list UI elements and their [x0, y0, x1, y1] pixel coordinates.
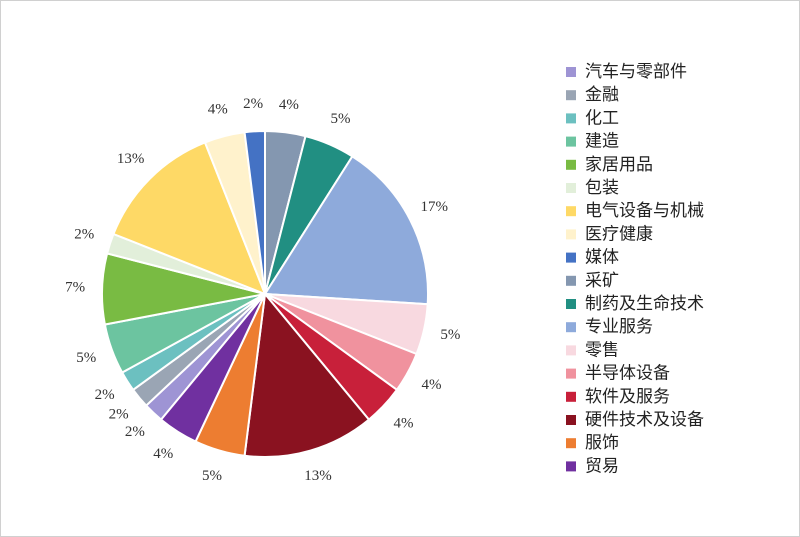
legend-label: 制药及生命技术	[585, 294, 704, 314]
legend-label: 电气设备与机械	[585, 201, 704, 221]
data-label: 5%	[202, 468, 222, 484]
pie: 2%2%2%5%7%2%13%4% 2% 4%5%17%5%4%4%13%5%4%	[65, 96, 460, 484]
data-label: 4%	[279, 97, 299, 113]
data-label: 2%	[125, 424, 145, 440]
data-label: 2%	[243, 96, 263, 112]
legend-swatch	[566, 252, 576, 263]
legend-label: 零售	[585, 340, 619, 360]
legend-label: 汽车与零部件	[585, 62, 687, 82]
data-label: 13%	[117, 151, 145, 167]
data-label: 2%	[74, 227, 94, 243]
data-label: 4%	[153, 446, 173, 462]
data-label: 5%	[76, 350, 96, 366]
legend-swatch	[566, 113, 576, 124]
legend-label: 贸易	[585, 456, 619, 476]
legend-label: 半导体设备	[585, 364, 670, 384]
data-label: 2%	[109, 407, 129, 423]
data-label: 4%	[208, 101, 228, 117]
legend-swatch	[566, 391, 576, 402]
legend-label: 硬件技术及设备	[585, 410, 704, 430]
legend-swatch	[566, 345, 576, 356]
data-label: 4%	[394, 416, 414, 432]
legend-swatch	[566, 67, 576, 77]
pie-slice	[263, 154, 429, 306]
legend-swatch	[566, 275, 576, 286]
legend: 汽车与零部件金融化工建造家居用品包装电气设备与机械医疗健康媒体采矿制药及生命技术…	[566, 62, 704, 476]
legend-swatch	[566, 136, 576, 147]
data-label: 5%	[330, 111, 350, 127]
data-label: 5%	[440, 327, 460, 343]
legend-label: 金融	[585, 85, 619, 105]
data-label: 13%	[304, 468, 332, 484]
legend-label: 服饰	[585, 433, 619, 453]
pie-slice	[112, 141, 267, 296]
legend-swatch	[566, 299, 576, 309]
legend-label: 包装	[585, 178, 619, 198]
legend-swatch	[566, 206, 576, 217]
pie-slice	[243, 291, 371, 458]
data-label: 2%	[95, 387, 115, 403]
legend-swatch	[566, 229, 576, 240]
data-label: 17%	[421, 199, 449, 215]
legend-label: 化工	[585, 108, 619, 128]
pie-slice	[159, 293, 266, 443]
legend-swatch	[566, 90, 576, 101]
legend-label: 专业服务	[585, 317, 653, 337]
data-label: 7%	[65, 279, 85, 295]
legend-label: 媒体	[585, 248, 619, 268]
legend-swatch	[566, 438, 576, 449]
legend-label: 建造	[585, 132, 619, 152]
legend-label: 医疗健康	[585, 224, 653, 244]
legend-swatch	[566, 368, 576, 379]
legend-label: 家居用品	[585, 155, 653, 175]
legend-label: 采矿	[585, 271, 619, 291]
legend-swatch	[566, 159, 576, 170]
legend-swatch	[566, 183, 576, 193]
legend-label: 软件及服务	[585, 387, 670, 407]
legend-swatch	[566, 461, 576, 472]
data-label: 4%	[421, 377, 441, 393]
legend-swatch	[566, 415, 576, 425]
legend-swatch	[566, 322, 576, 333]
